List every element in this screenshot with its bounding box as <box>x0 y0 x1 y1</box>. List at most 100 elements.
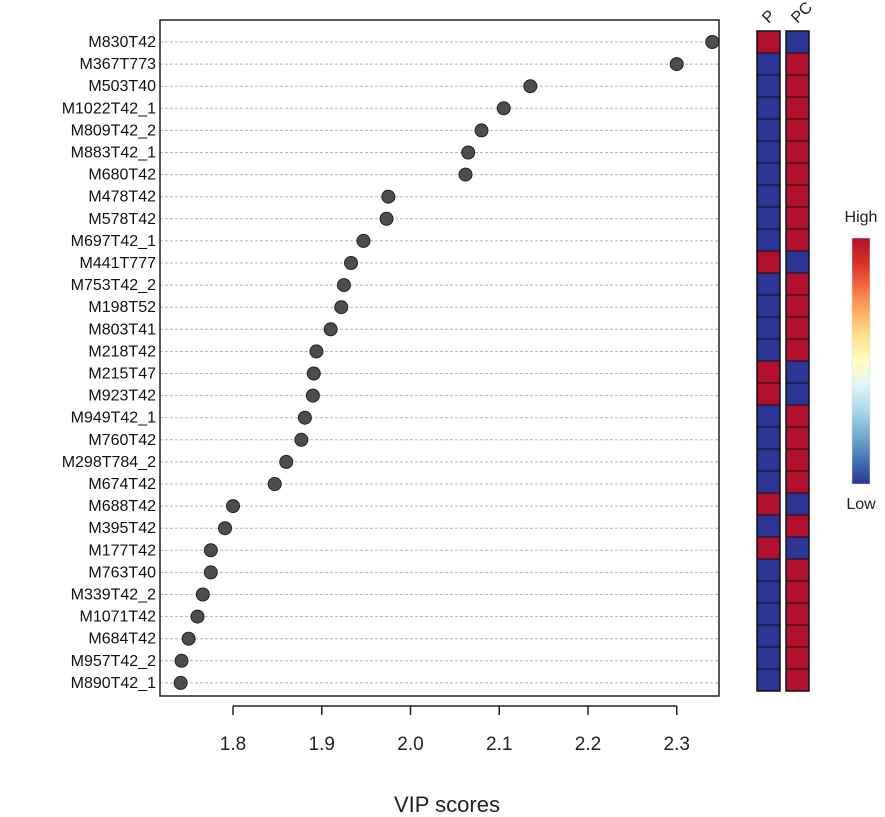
heatmap-cell <box>756 624 781 648</box>
data-point <box>297 410 312 425</box>
x-tick-label: 1.9 <box>309 734 335 755</box>
data-point <box>181 631 196 646</box>
heatmap-cell <box>756 162 781 186</box>
category-label: M763T40 <box>88 564 156 581</box>
heatmap-cell <box>785 338 810 362</box>
heatmap-cell <box>756 316 781 340</box>
category-label: M441T777 <box>80 255 157 272</box>
heatmap-cell <box>756 294 781 318</box>
category-label: M923T42 <box>88 388 156 405</box>
x-tick-label: 2.2 <box>575 734 601 755</box>
data-point <box>226 499 240 514</box>
category-labels: M830T42 M367T773 M503T40 M1022T42_1 M809T42_… <box>62 34 156 692</box>
heatmap-cell <box>785 272 810 296</box>
category-label: M1022T42_1 <box>62 100 156 117</box>
heatmap-cell <box>785 668 810 692</box>
category-label: M809T42_2 <box>71 122 156 139</box>
heatmap-cell <box>756 338 781 362</box>
x-tick-label: 2.1 <box>486 734 512 755</box>
data-point <box>356 233 371 248</box>
category-label: M367T773 <box>80 56 157 73</box>
data-point <box>305 388 320 403</box>
category-label: M803T41 <box>88 321 156 338</box>
heatmap-cell <box>756 74 781 98</box>
category-label: M688T42 <box>88 498 156 515</box>
heatmap-cell <box>756 404 781 428</box>
category-label: M218T42 <box>88 343 156 360</box>
heatmap-cell <box>785 228 810 252</box>
heatmap-cell <box>785 580 810 604</box>
heatmap-cell <box>756 536 781 560</box>
category-label: M177T42 <box>88 542 156 559</box>
heatmap-cell <box>756 514 781 538</box>
heatmap-cell <box>756 602 781 626</box>
data-point <box>705 35 720 49</box>
heatmap-cell <box>785 250 810 274</box>
data-point <box>458 167 473 182</box>
heatmap-cell <box>756 118 781 142</box>
data-point <box>323 322 338 337</box>
heatmap-cell <box>756 52 781 76</box>
data-point <box>174 653 189 668</box>
category-label: M830T42 <box>88 34 156 51</box>
heatmap-cell <box>785 184 810 208</box>
category-label: M215T47 <box>88 366 156 383</box>
heatmap-cell <box>756 96 781 120</box>
category-label: M883T42_1 <box>71 145 156 162</box>
heatmap-cell <box>756 250 781 274</box>
heatmap-cell <box>785 162 810 186</box>
heatmap-column-frame <box>756 30 781 692</box>
heatmap-cell <box>785 74 810 98</box>
data-point <box>309 344 324 359</box>
data-point <box>173 675 188 690</box>
heatmap-cell <box>756 30 781 54</box>
category-label: M957T42_2 <box>71 653 156 670</box>
data-point <box>669 57 684 72</box>
heatmap-cell <box>785 118 810 142</box>
data-point <box>379 211 394 226</box>
heatmap-cell <box>785 316 810 340</box>
category-label: M680T42 <box>88 167 156 184</box>
heatmap-cell <box>756 272 781 296</box>
heatmap-cell <box>756 140 781 164</box>
category-label: M1071T42 <box>80 609 157 626</box>
category-label: M697T42_1 <box>71 233 156 250</box>
category-label: M298T784_2 <box>62 454 156 471</box>
data-point <box>203 565 218 580</box>
heatmap-cell <box>785 294 810 318</box>
heatmap-column-header: P <box>759 7 779 27</box>
category-label: M339T42_2 <box>71 587 156 604</box>
heatmap-cell <box>756 184 781 208</box>
category-label: M949T42_1 <box>71 410 156 427</box>
legend-low-label: Low <box>846 496 876 513</box>
data-points <box>173 35 720 690</box>
heatmap-cell <box>785 360 810 384</box>
data-point <box>461 145 476 160</box>
legend-high-label: High <box>845 209 878 226</box>
heatmap-cell <box>756 580 781 604</box>
data-point <box>306 366 321 381</box>
data-point <box>203 543 218 558</box>
heatmap-cell <box>785 646 810 670</box>
heatmap-cell <box>756 448 781 472</box>
heatmap-cell <box>785 492 810 516</box>
category-label: M503T40 <box>88 78 156 95</box>
data-point <box>344 256 359 270</box>
x-axis: 1.8 1.9 2.0 2.1 2.2 2.3 <box>220 705 690 755</box>
color-legend: High Low <box>845 209 878 513</box>
heatmap-cell <box>785 404 810 428</box>
heatmap-cell <box>785 426 810 450</box>
heatmap-cell <box>785 558 810 582</box>
data-point <box>190 609 205 624</box>
category-label: M760T42 <box>88 432 156 449</box>
gridlines <box>160 41 719 684</box>
data-point <box>336 278 351 293</box>
heatmap-cell <box>785 602 810 626</box>
heatmap-cell <box>756 646 781 670</box>
legend-gradient-bar <box>851 237 871 485</box>
heatmap-cell <box>756 228 781 252</box>
data-point <box>218 521 233 536</box>
data-point <box>195 587 210 602</box>
heatmap-cell <box>756 382 781 406</box>
heatmap-column-frame <box>785 30 810 692</box>
